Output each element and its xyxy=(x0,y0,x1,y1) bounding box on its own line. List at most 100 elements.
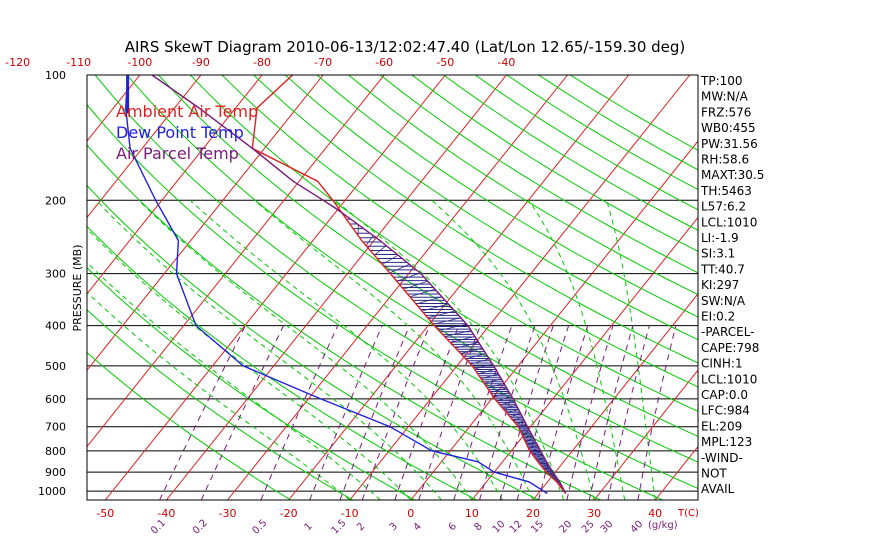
index-item: LFC:984 xyxy=(701,404,750,418)
cape-hatch-diagonal xyxy=(415,296,442,305)
mixing-ratio-line xyxy=(588,325,634,500)
legend-ambient: Ambient Air Temp xyxy=(116,102,258,121)
cape-hatch-diagonal xyxy=(536,457,545,462)
cape-hatch-diagonal xyxy=(493,392,510,398)
index-item: AVAIL xyxy=(701,482,735,496)
pressure-tick-labels: 1000 900 800 700 600 500 400 300 200 100 xyxy=(38,69,66,498)
cape-hatch-diagonal xyxy=(433,317,461,325)
dry-adiabat-line xyxy=(348,75,698,296)
top-temp-ticks: -120 -110 -100 -90 -80 -70 -60 -50 -40 xyxy=(5,56,515,69)
index-item: SW:N/A xyxy=(701,294,746,308)
cape-hatch-diagonal xyxy=(506,408,519,414)
isotherm-line xyxy=(227,75,568,500)
cape-hatch-diagonal xyxy=(528,444,538,449)
cape-hatch-diagonal xyxy=(534,454,543,459)
moist-adiabat-line xyxy=(87,261,381,500)
cape-hatch-diagonal xyxy=(529,447,540,452)
top-temp-tick-label: -50 xyxy=(436,56,454,69)
dry-adiabat-line xyxy=(87,267,415,500)
bottom-temp-tick-label: -50 xyxy=(96,507,114,520)
pressure-tick-label: 1000 xyxy=(38,485,66,498)
moist-adiabat-line xyxy=(87,291,351,500)
index-item: CAP:0.0 xyxy=(701,388,748,402)
plot-frame xyxy=(86,74,699,501)
index-item: TP:100 xyxy=(700,74,743,88)
top-temp-tick-label: -80 xyxy=(253,56,271,69)
index-item: -PARCEL- xyxy=(701,325,755,339)
dry-adiabat-line xyxy=(87,144,601,500)
moist-adiabat-line xyxy=(95,199,442,500)
index-item: LI:-1.9 xyxy=(701,231,739,245)
index-item: MW:N/A xyxy=(701,90,749,104)
cape-hatch-diagonal xyxy=(474,363,493,370)
isotherm-lines xyxy=(87,75,698,500)
index-item: TT:40.7 xyxy=(700,262,745,276)
dry-adiabat-line xyxy=(316,75,698,318)
mixing-ratio-line xyxy=(361,325,431,500)
mixing-ratio-line xyxy=(200,325,285,500)
mixing-ratio-line xyxy=(499,325,554,500)
mixing-ratio-line xyxy=(339,325,410,500)
mixing-ratio-line xyxy=(637,325,677,500)
bottom-temp-tick-label: 0 xyxy=(407,507,414,520)
bottom-temp-tick-label: 40 xyxy=(648,507,662,520)
isotherm-line xyxy=(532,292,698,500)
legend-parcel: Air Parcel Temp xyxy=(116,144,239,163)
index-item: L57:6.2 xyxy=(701,200,746,214)
cape-hatch-diagonal xyxy=(470,358,490,365)
index-item: TH:5463 xyxy=(700,184,752,198)
cape-hatch-diagonal xyxy=(532,451,542,456)
cape-hatch-diagonal xyxy=(541,463,548,467)
temp-units-label: T(C) xyxy=(677,508,699,519)
mixing-ratio-line xyxy=(516,325,570,500)
cape-hatch-diagonal xyxy=(487,383,505,389)
index-item: SI:3.1 xyxy=(701,247,735,261)
series-line-air-parcel-temp xyxy=(151,75,567,494)
cape-hatch-diagonal xyxy=(516,420,525,425)
top-temp-tick-label: -60 xyxy=(375,56,393,69)
cape-hatch-diagonal xyxy=(427,310,455,319)
dry-adiabat-line xyxy=(87,103,663,500)
dry-adiabat-line xyxy=(87,351,292,500)
cape-hatch-diagonal xyxy=(496,396,512,402)
index-item: NOT xyxy=(701,467,727,481)
index-item: MPL:123 xyxy=(701,435,752,449)
dry-adiabat-line xyxy=(379,75,698,274)
cape-hatch-diagonal xyxy=(539,460,547,465)
dry-adiabat-line xyxy=(87,309,354,500)
cape-hatch-diagonal xyxy=(499,400,515,406)
top-temp-tick-label: -100 xyxy=(127,56,152,69)
cape-hatch-diagonal xyxy=(409,288,436,298)
moist-adiabat-line xyxy=(87,228,412,500)
isotherm-line xyxy=(104,75,446,500)
isotherm-line xyxy=(87,75,263,295)
mixing-ratio-line xyxy=(566,325,614,500)
cape-hatch-diagonal xyxy=(450,336,475,343)
isotherm-line xyxy=(288,75,630,500)
moist-adiabat-line xyxy=(606,200,656,500)
cape-hatch-diagonal xyxy=(421,303,449,312)
moist-adiabat-line xyxy=(189,199,503,500)
bottom-temp-tick-label: -20 xyxy=(280,507,298,520)
pressure-tick-label: 200 xyxy=(45,194,66,207)
plot-area xyxy=(87,75,698,500)
cape-hatch-diagonal xyxy=(490,387,507,393)
mixing-units-label: (g/kg) xyxy=(648,520,678,531)
cape-hatch-diagonal xyxy=(374,245,387,256)
y-axis-label: PRESSURE (MB) xyxy=(71,245,84,332)
moist-adiabat-line xyxy=(528,200,626,500)
cape-hatch-diagonal xyxy=(520,427,529,432)
isotherm-line xyxy=(593,369,698,500)
cape-hatch-diagonal xyxy=(549,472,554,476)
top-temp-tick-label: -40 xyxy=(497,56,515,69)
dry-adiabat-line xyxy=(87,184,539,500)
top-temp-tick-label: -120 xyxy=(5,56,30,69)
index-item: WB0:455 xyxy=(701,121,756,135)
isotherm-line xyxy=(87,75,202,219)
chart-title: AIRS SkewT Diagram 2010-06-13/12:02:47.4… xyxy=(125,38,686,56)
cape-hatch-diagonal xyxy=(543,466,550,470)
cape-hatch-diagonal xyxy=(389,263,410,274)
